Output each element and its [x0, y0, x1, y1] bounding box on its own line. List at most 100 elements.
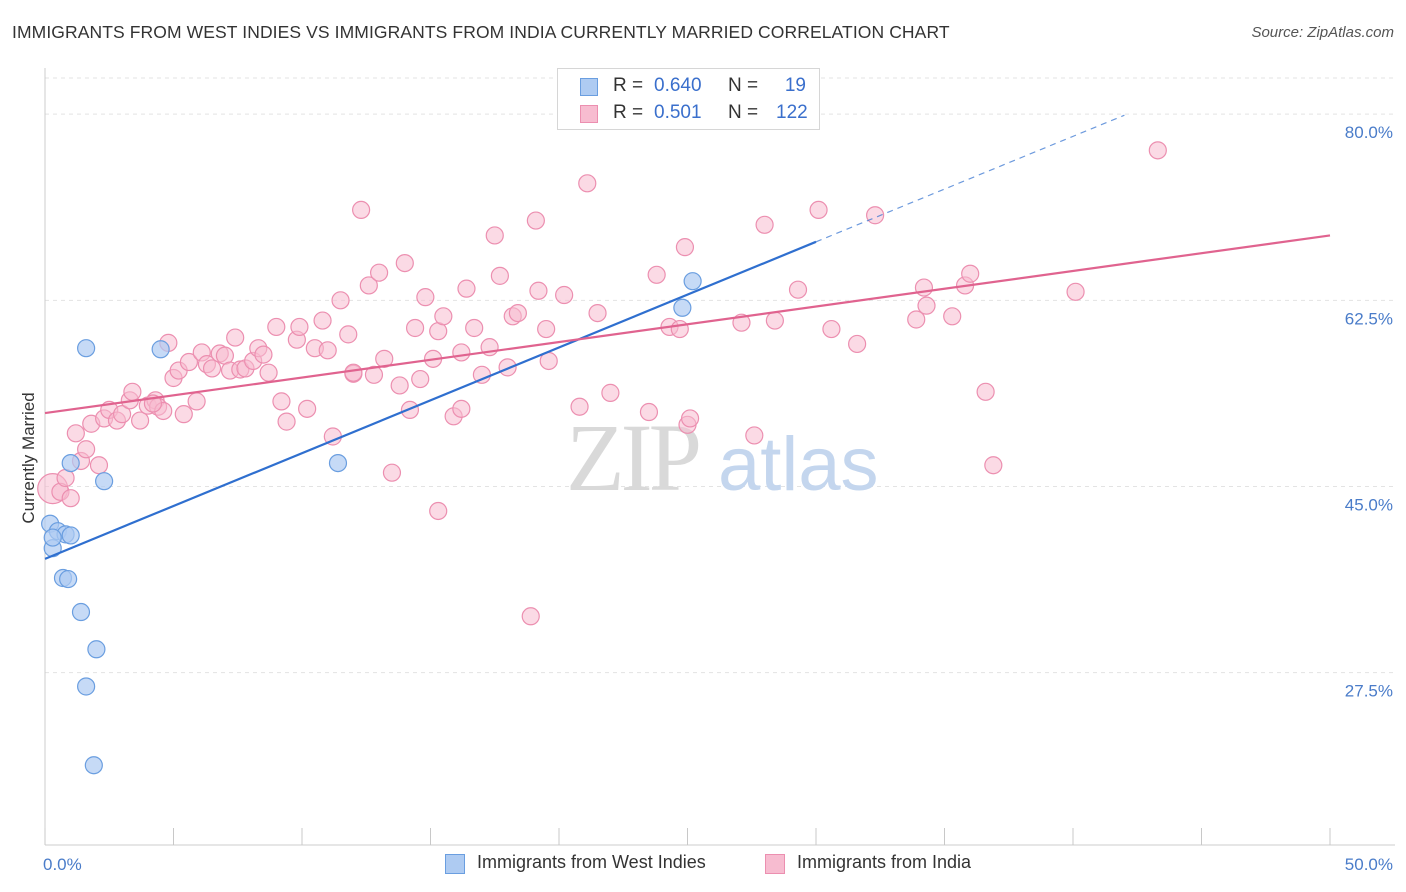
west-indies-point: [61, 453, 80, 473]
west-indies-point: [59, 569, 78, 589]
india-point: [961, 264, 980, 283]
india-point: [647, 265, 666, 284]
india-point: [1148, 141, 1167, 160]
y-tick-label: 80.0%: [1345, 123, 1393, 142]
watermark: ZIP atlas: [566, 404, 879, 511]
india-trend-line: [44, 234, 1331, 415]
west-indies-point: [77, 677, 96, 696]
india-point: [788, 280, 808, 299]
india-point: [344, 363, 363, 382]
legend-row-india: R = 0.501 N = 122: [558, 101, 819, 127]
india-point: [364, 365, 384, 384]
west-indies-point: [95, 472, 114, 491]
y-tick-label: 45.0%: [1345, 495, 1393, 514]
india-point: [578, 174, 597, 193]
india-point: [277, 412, 296, 431]
india-point: [77, 440, 96, 459]
india-point: [680, 409, 700, 428]
india-point: [179, 352, 199, 372]
india-point: [395, 254, 414, 273]
west-indies-trend-extension: [815, 114, 1125, 243]
india-point: [498, 358, 517, 377]
bottom-legend-swatch-blue: [445, 854, 465, 874]
india-point: [452, 343, 471, 362]
india-point: [272, 392, 291, 411]
india-point: [375, 349, 394, 368]
india-point: [457, 279, 476, 298]
india-point: [339, 325, 358, 344]
legend-n-label: N =: [728, 75, 759, 96]
x-tick-label: 50.0%: [1345, 855, 1393, 874]
legend-r-label: R =: [613, 75, 644, 96]
india-point: [202, 359, 222, 378]
india-series: [37, 141, 1167, 626]
india-point: [765, 311, 784, 330]
bottom-legend-label: Immigrants from West Indies: [477, 852, 706, 872]
west-indies-point: [683, 272, 702, 291]
source-label: Source: ZipAtlas.com: [1251, 24, 1394, 41]
west-indies-point: [71, 602, 91, 622]
watermark-atlas: atlas: [718, 422, 879, 507]
west-indies-point: [673, 298, 692, 317]
india-point: [984, 456, 1003, 475]
india-point: [226, 328, 245, 347]
india-point: [1066, 282, 1085, 301]
india-point: [485, 226, 504, 245]
india-point: [917, 296, 936, 315]
west-indies-series: [41, 272, 702, 775]
x-tick-label: 0.0%: [43, 855, 82, 874]
west-indies-point: [43, 528, 62, 547]
west-indies-point: [151, 340, 170, 359]
india-point: [675, 238, 695, 257]
india-point: [370, 263, 389, 282]
legend-n-value: 122: [776, 102, 808, 123]
y-tick-label: 62.5%: [1345, 309, 1393, 328]
west-indies-point: [77, 339, 96, 358]
india-point: [174, 405, 193, 424]
india-point: [588, 303, 607, 323]
west-indies-point: [87, 640, 106, 659]
india-point: [89, 456, 109, 475]
legend-r-value: 0.640: [654, 75, 702, 96]
india-point: [521, 607, 540, 626]
india-point: [526, 211, 545, 230]
west-indies-point: [328, 453, 348, 473]
india-point: [452, 399, 471, 418]
india-point: [555, 285, 574, 305]
trend-lines: [44, 114, 1331, 560]
legend-n-label: N =: [728, 102, 759, 123]
india-point: [382, 463, 402, 482]
india-point: [529, 281, 548, 300]
india-point: [254, 345, 273, 364]
stats-legend: R = 0.640 N = 19 R = 0.501 N = 122: [557, 68, 820, 130]
legend-r-label: R =: [613, 102, 644, 123]
india-point: [976, 382, 995, 401]
india-point: [61, 489, 80, 508]
india-point: [465, 318, 484, 338]
india-point: [290, 317, 309, 337]
y-tick-label: 27.5%: [1345, 682, 1393, 701]
india-point: [745, 426, 764, 445]
india-point: [429, 501, 448, 521]
west-indies-point: [84, 756, 103, 775]
india-point: [434, 307, 453, 326]
india-point: [570, 397, 589, 416]
india-point: [411, 369, 430, 389]
west-indies-point: [61, 526, 80, 545]
legend-row-west-indies: R = 0.640 N = 19: [558, 74, 819, 100]
india-point: [298, 399, 317, 418]
india-point: [943, 307, 962, 326]
chart-title: IMMIGRANTS FROM WEST INDIES VS IMMIGRANT…: [12, 22, 950, 42]
legend-n-value: 19: [784, 75, 806, 96]
watermark-zip: ZIP: [566, 404, 699, 511]
y-axis-title: Currently Married: [19, 392, 38, 523]
legend-swatch-pink: [580, 105, 598, 123]
india-point: [914, 278, 934, 297]
india-point: [755, 215, 774, 234]
india-point: [318, 341, 337, 360]
india-point: [313, 311, 332, 330]
tick-labels: 27.5% 45.0% 62.5% 80.0% 0.0% 50.0%: [43, 123, 1393, 874]
india-point: [490, 266, 509, 285]
west-indies-trend-line: [44, 240, 817, 560]
india-point: [405, 318, 425, 338]
